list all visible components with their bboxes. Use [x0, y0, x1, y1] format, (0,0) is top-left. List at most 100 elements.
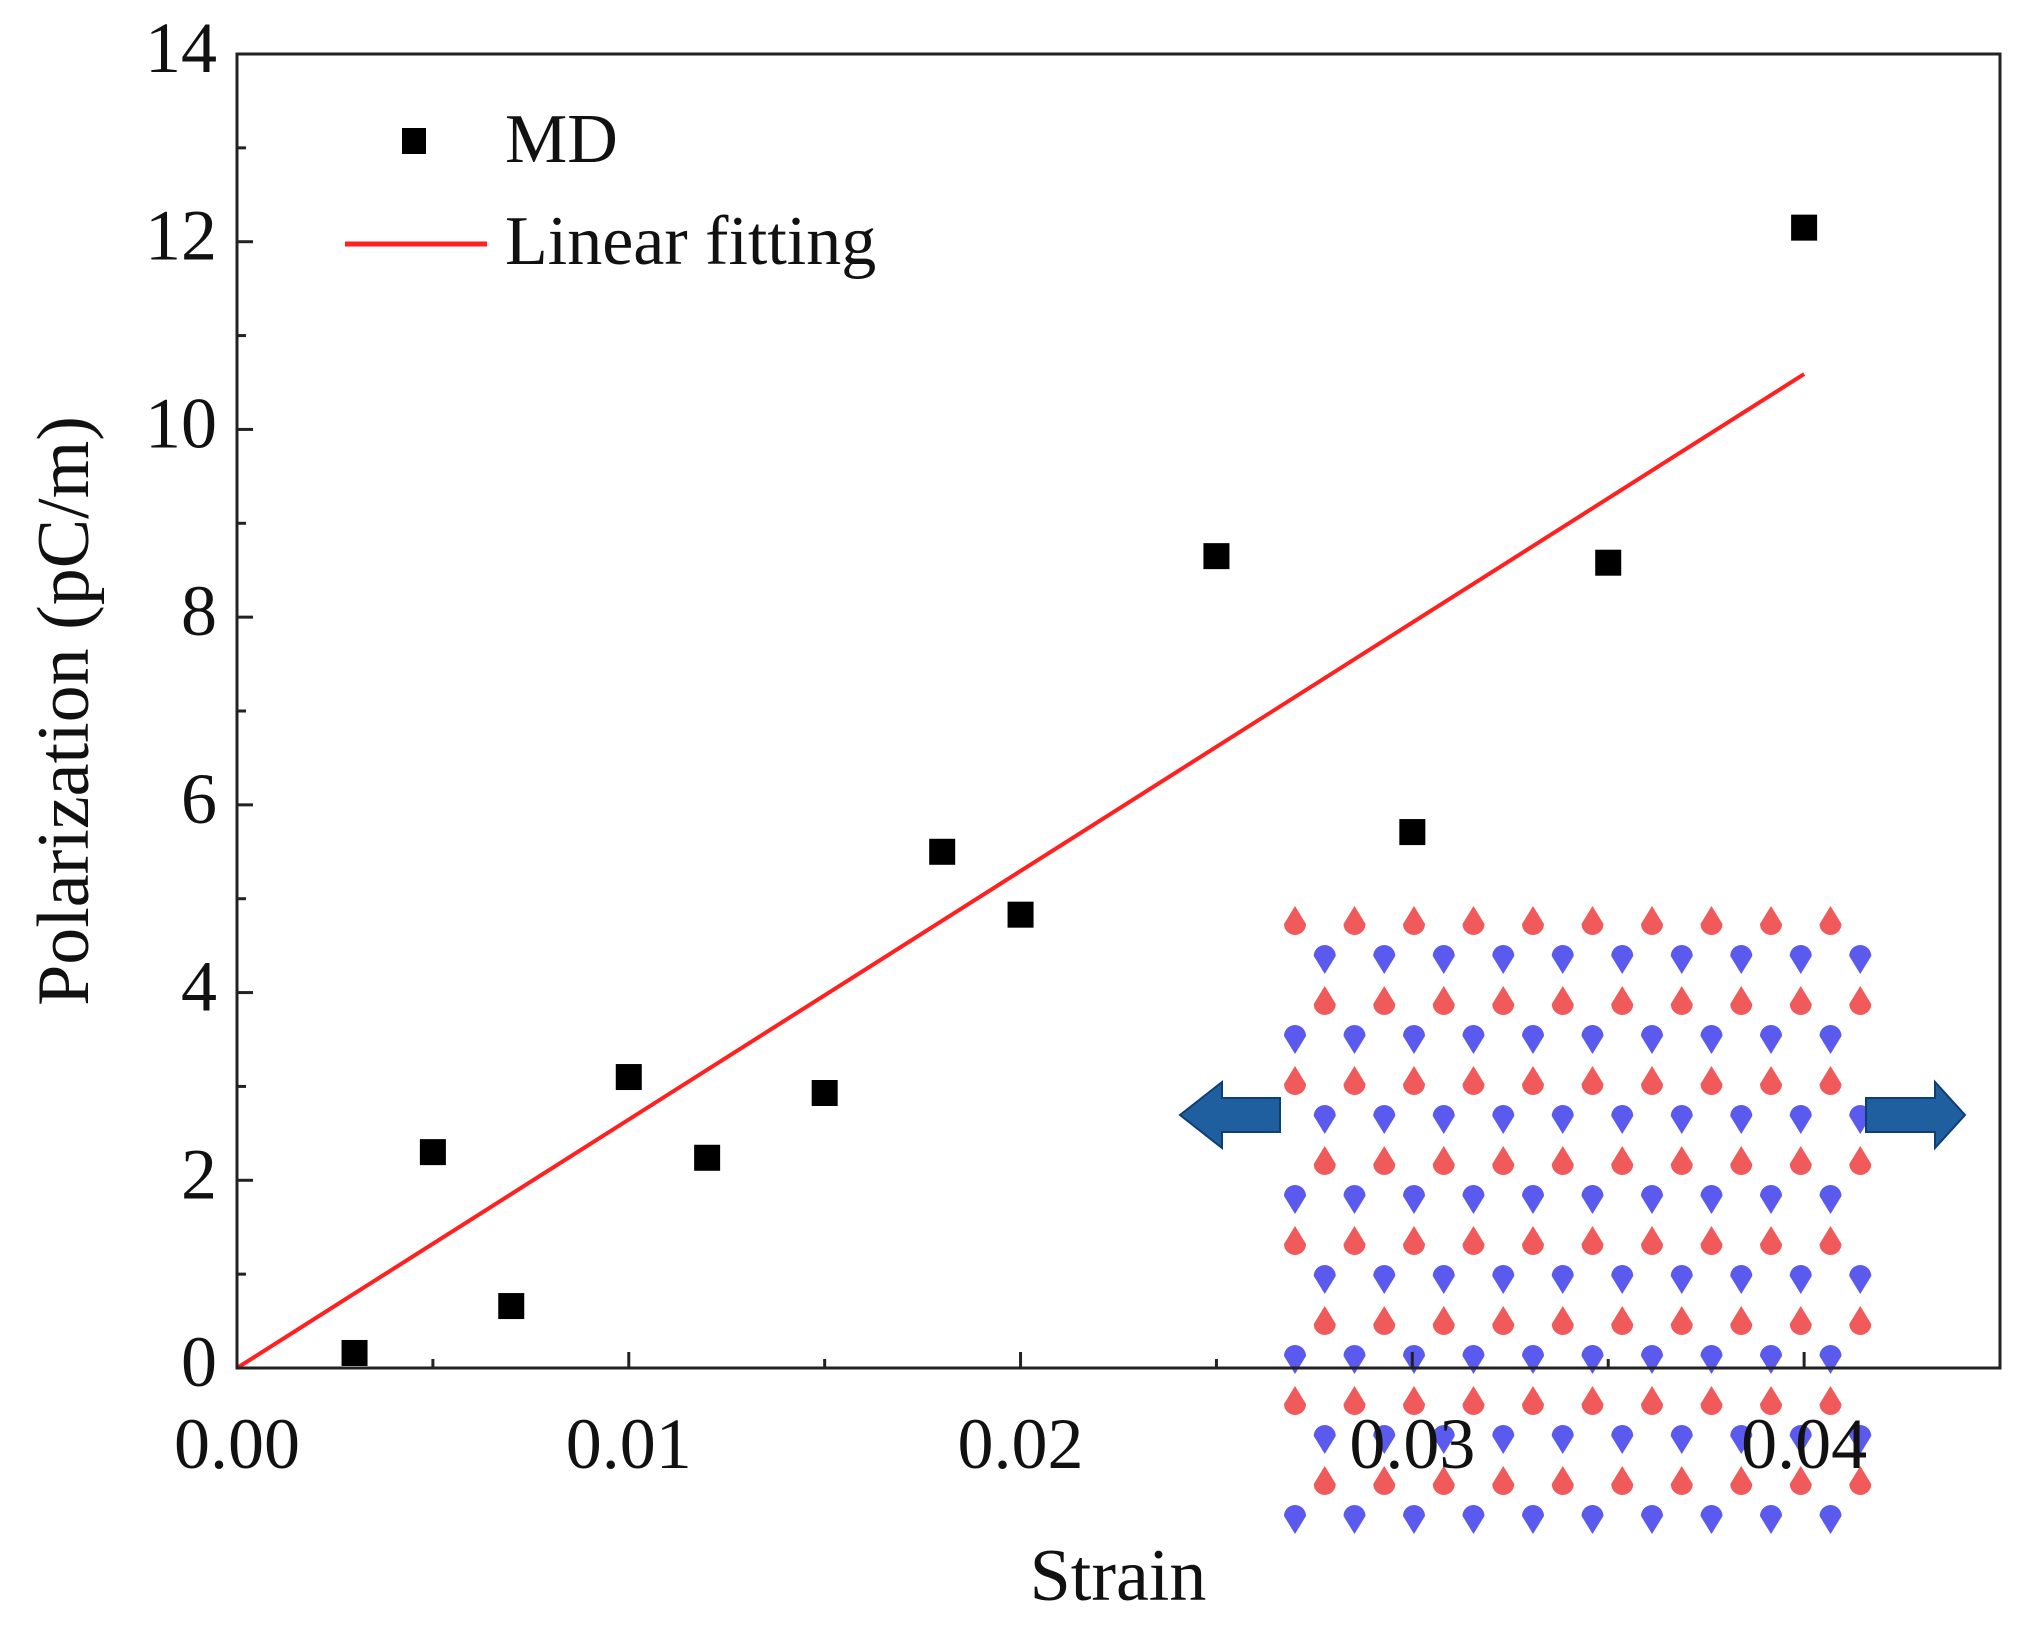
lattice-atom-red: [1611, 1146, 1634, 1175]
lattice-atom-blue: [1789, 945, 1812, 974]
lattice-atom-red: [1551, 1466, 1574, 1495]
lattice-atom-red: [1403, 1386, 1425, 1415]
lattice-atom-blue: [1462, 1185, 1485, 1214]
y-tick-label: 8: [181, 571, 217, 651]
lattice-atom-red: [1611, 986, 1634, 1015]
lattice-atom-red: [1492, 1146, 1515, 1175]
lattice-atom-blue: [1462, 1505, 1485, 1534]
lattice-atom-blue: [1789, 1425, 1812, 1454]
lattice-atom-red: [1730, 1466, 1753, 1495]
lattice-atom-blue: [1789, 1265, 1812, 1294]
lattice-atom-blue: [1313, 1425, 1336, 1454]
linear-fit-line: [235, 372, 1806, 1370]
lattice-atom-blue: [1700, 1505, 1723, 1534]
lattice-atom-red: [1581, 1066, 1604, 1095]
x-axis-label: Strain: [1030, 1535, 1207, 1617]
lattice-atom-blue: [1700, 1025, 1723, 1054]
lattice-atom-blue: [1403, 1505, 1425, 1534]
md-data-point: [929, 838, 956, 865]
y-tick-label: 4: [181, 947, 217, 1027]
lattice-atom-red: [1522, 1226, 1544, 1255]
lattice-atom-red: [1284, 1066, 1306, 1095]
lattice-atom-blue: [1551, 1265, 1574, 1294]
lattice-atom-red: [1700, 1386, 1723, 1415]
legend-fit-label: Linear fitting: [505, 203, 876, 280]
lattice-atom-blue: [1492, 1265, 1515, 1294]
lattice-atom-red: [1611, 1306, 1634, 1335]
lattice-atom-red: [1551, 1146, 1574, 1175]
lattice-atom-red: [1670, 1466, 1693, 1495]
md-data-point: [419, 1139, 446, 1166]
arrow-right-icon: [1865, 1079, 1967, 1151]
lattice-atom-blue: [1284, 1025, 1306, 1054]
lattice-atom-blue: [1284, 1345, 1306, 1374]
lattice-atom-blue: [1819, 1345, 1842, 1374]
lattice-atom-blue: [1819, 1505, 1842, 1534]
lattice-atom-blue: [1611, 1105, 1634, 1134]
lattice-atom-red: [1284, 906, 1306, 935]
y-tick-label: 6: [181, 759, 217, 839]
plot-area: [235, 214, 1818, 1370]
lattice-atom-red: [1819, 1066, 1842, 1095]
lattice-atom-red: [1760, 1066, 1782, 1095]
lattice-atom-red: [1849, 1466, 1872, 1495]
lattice-atom-blue: [1760, 1345, 1782, 1374]
lattice-atom-red: [1492, 1306, 1515, 1335]
lattice-atom-red: [1313, 986, 1336, 1015]
lattice-atom-red: [1551, 986, 1574, 1015]
md-data-point: [498, 1293, 525, 1320]
lattice-atom-blue: [1760, 1505, 1782, 1534]
lattice-atom-red: [1760, 1226, 1782, 1255]
lattice-atom-red: [1432, 1466, 1455, 1495]
lattice-atom-red: [1403, 906, 1425, 935]
lattice-atom-red: [1343, 906, 1366, 935]
lattice-atom-blue: [1373, 1105, 1396, 1134]
lattice-atom-red: [1581, 1386, 1604, 1415]
lattice-atom-blue: [1373, 1425, 1396, 1454]
md-data-point: [1007, 901, 1034, 928]
lattice-atom-blue: [1522, 1185, 1544, 1214]
lattice-atom-blue: [1551, 945, 1574, 974]
lattice-atom-blue: [1819, 1025, 1842, 1054]
lattice-atom-red: [1581, 1226, 1604, 1255]
lattice-atom-blue: [1849, 945, 1872, 974]
lattice-atom-red: [1462, 1066, 1485, 1095]
lattice-atom-blue: [1670, 1265, 1693, 1294]
lattice-atom-red: [1492, 986, 1515, 1015]
lattice-atom-blue: [1551, 1105, 1574, 1134]
lattice-atom-red: [1313, 1146, 1336, 1175]
lattice-atom-red: [1670, 1306, 1693, 1335]
lattice-atom-blue: [1492, 1425, 1515, 1454]
lattice-atom-red: [1700, 1066, 1723, 1095]
lattice-atom-red: [1700, 906, 1723, 935]
inset-lattice: [1178, 906, 1967, 1534]
lattice-atom-red: [1403, 1066, 1425, 1095]
lattice-atom-blue: [1343, 1345, 1366, 1374]
lattice-atom-blue: [1313, 1265, 1336, 1294]
lattice-atom-red: [1641, 906, 1663, 935]
lattice-atom-red: [1789, 1146, 1812, 1175]
lattice-atom-red: [1522, 906, 1544, 935]
lattice-atom-red: [1670, 986, 1693, 1015]
lattice-atom-red: [1611, 1466, 1634, 1495]
lattice-atom-blue: [1432, 1105, 1455, 1134]
lattice-atom-blue: [1432, 1425, 1455, 1454]
x-tick-label: 0.01: [566, 1404, 692, 1484]
lattice-atom-blue: [1849, 1425, 1872, 1454]
x-tick-label: 0.00: [174, 1404, 300, 1484]
lattice-atom-red: [1700, 1226, 1723, 1255]
lattice-atom-blue: [1432, 1265, 1455, 1294]
lattice-atom-blue: [1611, 1425, 1634, 1454]
lattice-atom-red: [1789, 986, 1812, 1015]
lattice-atom-blue: [1284, 1505, 1306, 1534]
lattice-atom-blue: [1462, 1345, 1485, 1374]
lattice-atom-red: [1641, 1226, 1663, 1255]
lattice-atom-blue: [1581, 1505, 1604, 1534]
legend-md-marker: [402, 128, 426, 154]
lattice-atom-red: [1819, 1226, 1842, 1255]
lattice-atom-red: [1641, 1386, 1663, 1415]
md-data-point: [694, 1144, 721, 1171]
md-data-point: [1399, 819, 1426, 846]
lattice-atom-red: [1373, 986, 1396, 1015]
